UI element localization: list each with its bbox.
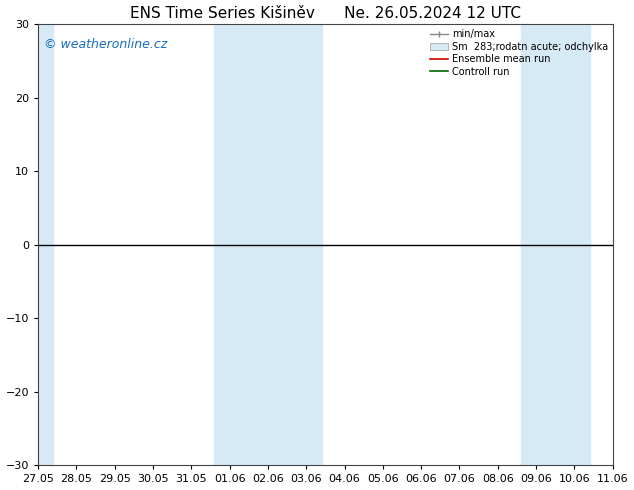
Bar — [214, 24, 321, 465]
Bar — [19, 24, 53, 465]
Bar — [521, 24, 590, 465]
Title: ENS Time Series Kišiněv      Ne. 26.05.2024 12 UTC: ENS Time Series Kišiněv Ne. 26.05.2024 1… — [130, 5, 521, 21]
Legend: min/max, Sm  283;rodatn acute; odchylka, Ensemble mean run, Controll run: min/max, Sm 283;rodatn acute; odchylka, … — [429, 27, 610, 78]
Text: © weatheronline.cz: © weatheronline.cz — [44, 38, 167, 51]
